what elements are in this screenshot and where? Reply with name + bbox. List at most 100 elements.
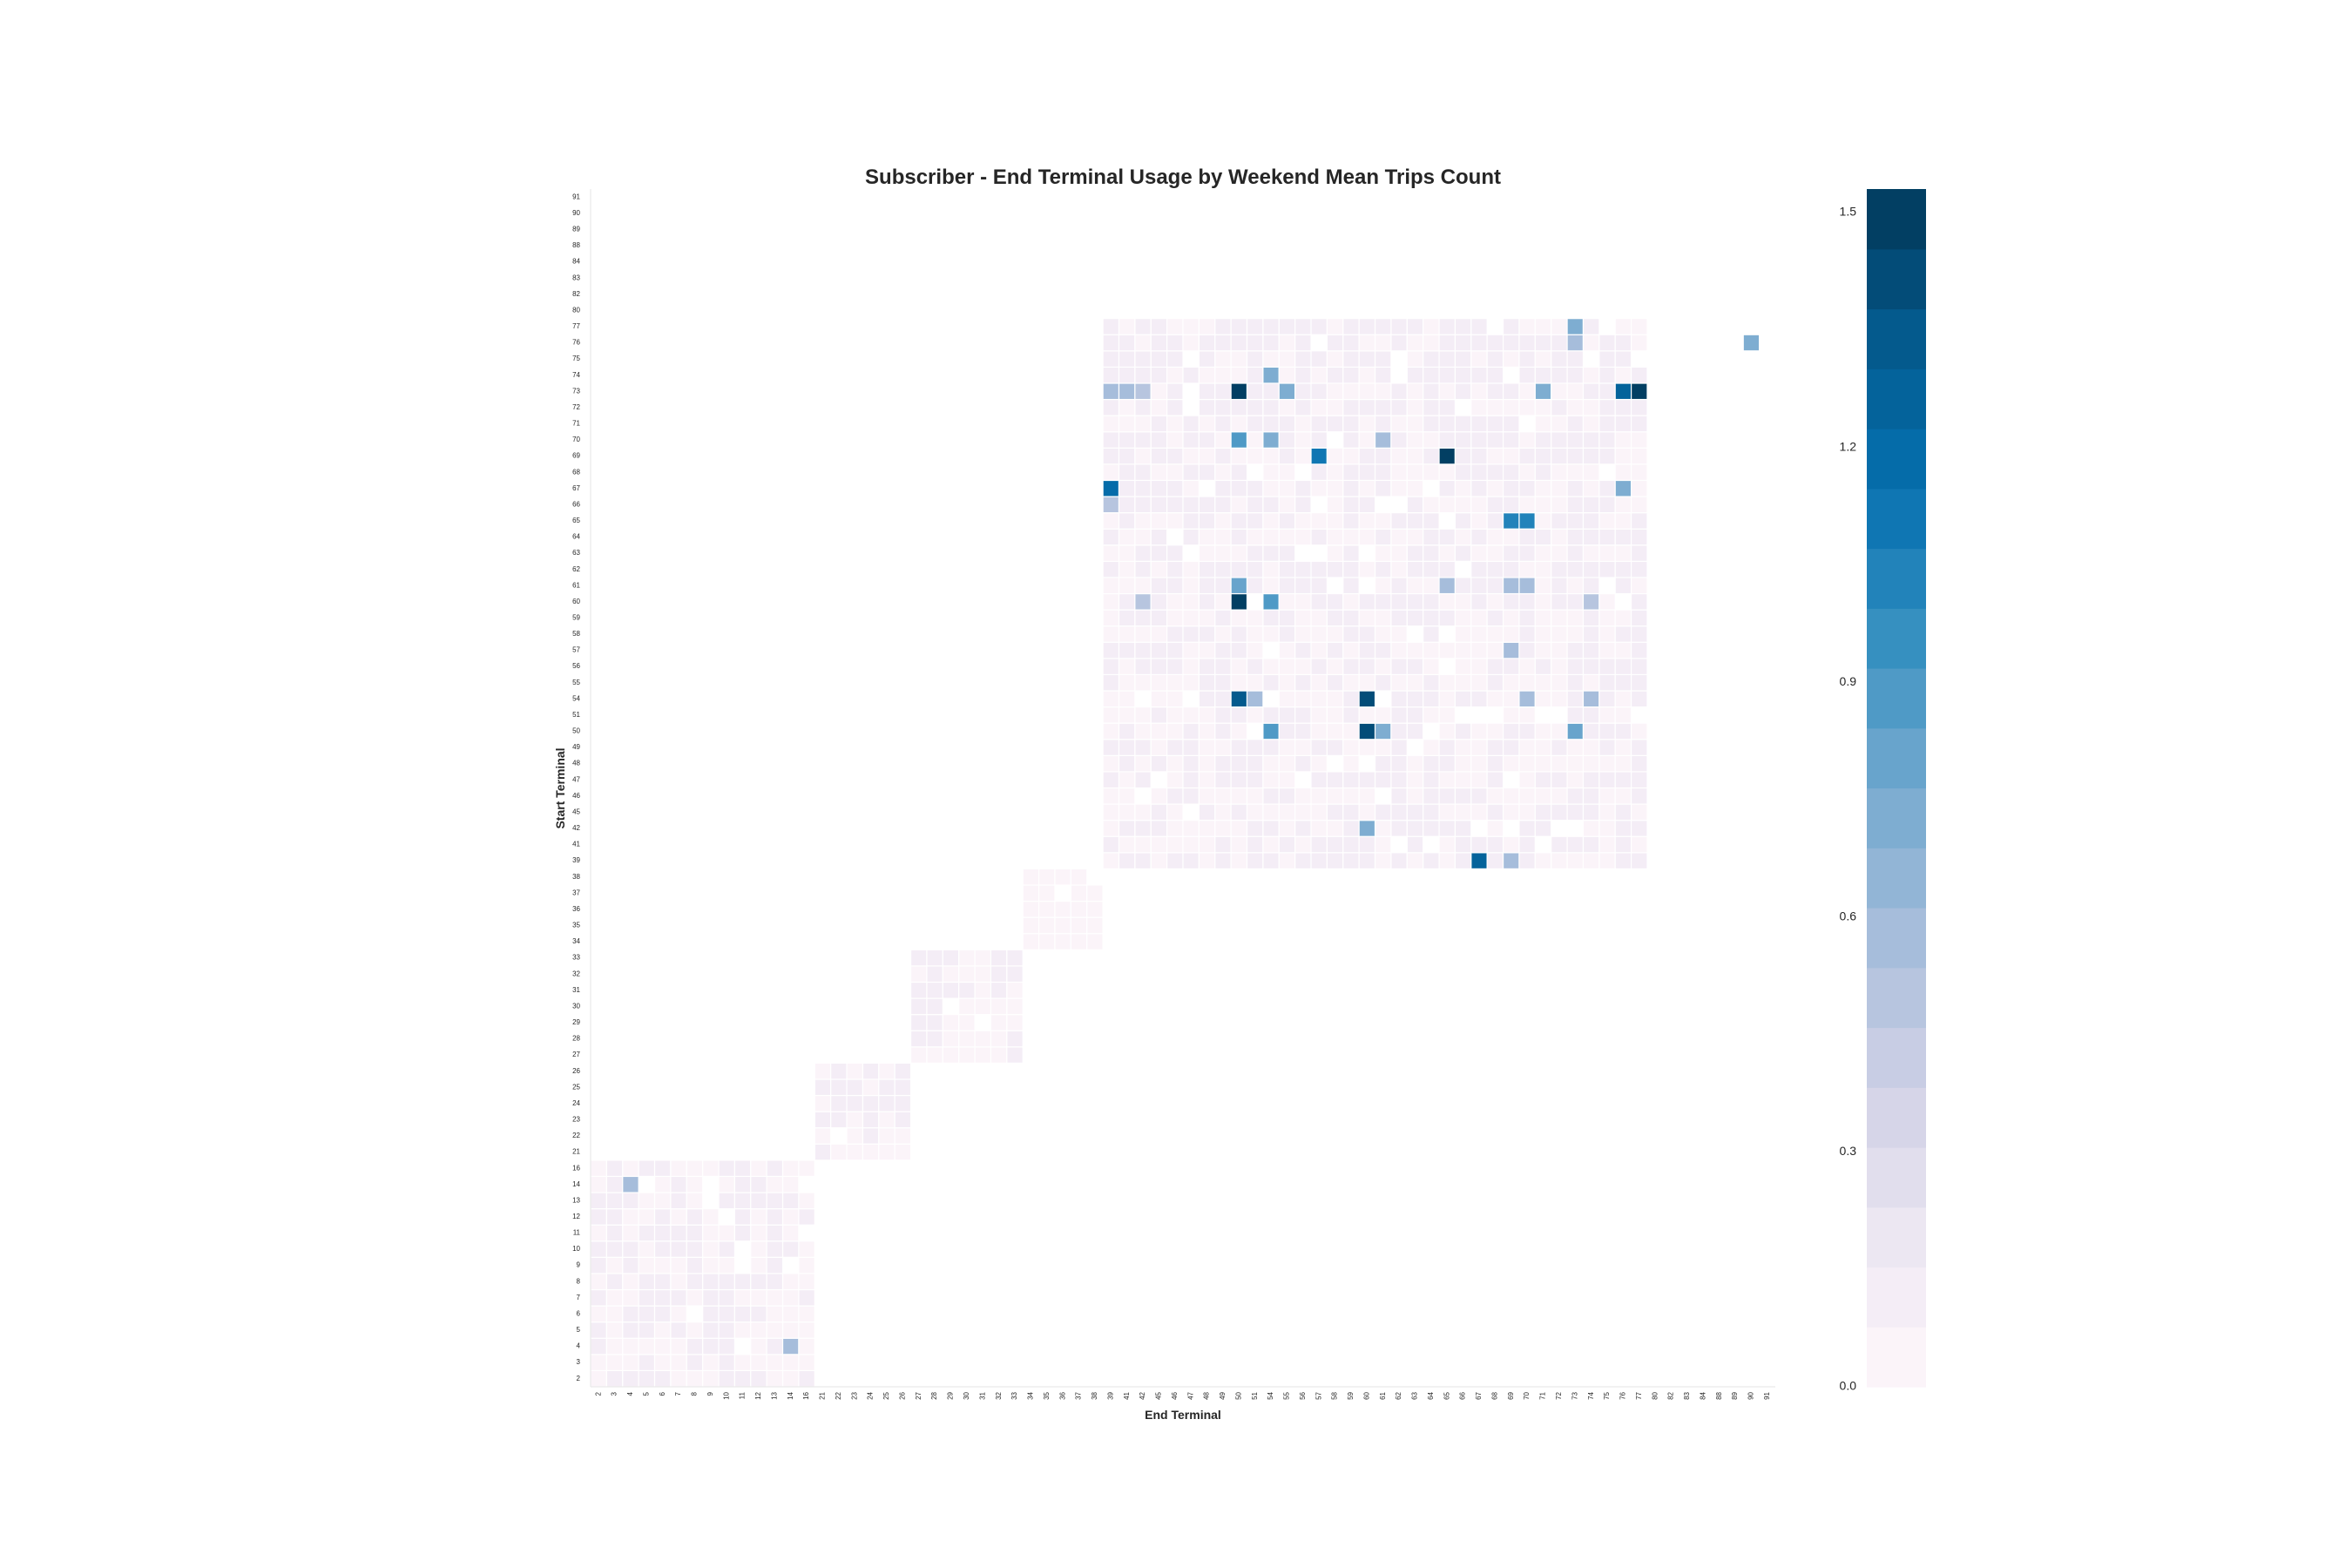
heatmap-cell [1551, 415, 1568, 433]
heatmap-cell [1582, 787, 1600, 805]
heatmap-cell [605, 1305, 624, 1323]
y-tick-label: 62 [572, 565, 580, 573]
heatmap-cell [1390, 318, 1408, 335]
x-tick-label: 65 [1443, 1391, 1450, 1399]
heatmap-cell [1198, 560, 1216, 578]
heatmap-cell [1102, 463, 1120, 482]
y-tick-label: 71 [572, 420, 580, 428]
heatmap-cell [1598, 366, 1616, 384]
heatmap-cell [1582, 366, 1600, 384]
heatmap-cell [1182, 852, 1200, 870]
heatmap-cell [670, 1256, 687, 1274]
heatmap-cell [686, 1159, 704, 1178]
y-tick-label: 24 [572, 1099, 580, 1107]
heatmap-cell [1518, 787, 1536, 805]
heatmap-cell [1551, 787, 1568, 805]
heatmap-cell [926, 1014, 943, 1031]
heatmap-cell [653, 1273, 672, 1291]
x-tick-label: 25 [882, 1391, 890, 1399]
heatmap-cell [1470, 852, 1488, 870]
heatmap-cell [1502, 592, 1520, 611]
heatmap-cell [686, 1354, 704, 1372]
y-tick-label: 64 [572, 533, 580, 541]
x-axis-label: End Terminal [1145, 1408, 1221, 1422]
heatmap-cell [1454, 447, 1472, 465]
heatmap-cell [1486, 544, 1504, 562]
heatmap-cell [1358, 835, 1376, 854]
heatmap-cell [1310, 479, 1328, 497]
colorbar-band [1867, 967, 1926, 1029]
heatmap-cell [1230, 334, 1248, 352]
heatmap-cell [1390, 690, 1408, 708]
heatmap-cell [1118, 625, 1136, 643]
heatmap-cell [1102, 366, 1120, 384]
heatmap-cell [1534, 512, 1552, 530]
heatmap-cell [798, 1256, 815, 1274]
heatmap-cell [1486, 479, 1504, 497]
heatmap-cell [1551, 318, 1568, 335]
heatmap-cell [862, 1111, 880, 1129]
heatmap-cell [1438, 673, 1456, 692]
heatmap-cell [1358, 690, 1376, 708]
heatmap-cell [1262, 852, 1280, 870]
heatmap-cell [1326, 496, 1344, 514]
heatmap-cell [1454, 673, 1472, 692]
y-tick-label: 84 [572, 258, 580, 266]
heatmap-cell [1470, 496, 1488, 514]
heatmap-cell [1358, 479, 1376, 497]
heatmap-cell [1342, 431, 1360, 449]
heatmap-cell [1118, 577, 1136, 595]
heatmap-cell [1134, 415, 1152, 433]
heatmap-cell [1310, 528, 1328, 546]
heatmap-cell [958, 997, 976, 1016]
colorbar-band [1867, 1206, 1926, 1268]
heatmap-cell [1166, 318, 1184, 335]
heatmap-cell [1374, 803, 1392, 821]
heatmap-cell [1566, 560, 1585, 578]
heatmap-cell [1006, 997, 1024, 1016]
heatmap-cell [622, 1288, 639, 1307]
heatmap-cell [1614, 528, 1632, 546]
heatmap-cell [1150, 415, 1168, 433]
heatmap-cell [1054, 916, 1071, 935]
heatmap-cell [1582, 318, 1600, 335]
x-tick-label: 82 [1667, 1391, 1675, 1399]
heatmap-cell [1214, 528, 1232, 546]
heatmap-cell [878, 1143, 896, 1161]
heatmap-cell [942, 1046, 960, 1064]
heatmap-cell [1262, 496, 1280, 514]
heatmap-cell [766, 1369, 784, 1388]
heatmap-cell [1214, 544, 1232, 562]
heatmap-cell [1551, 609, 1568, 627]
heatmap-cell [1423, 366, 1440, 384]
heatmap-cell [1166, 739, 1184, 756]
heatmap-cell [1278, 787, 1296, 805]
heatmap-cell [1502, 463, 1520, 482]
heatmap-cell [1166, 722, 1184, 740]
x-tick-label: 39 [1106, 1391, 1114, 1399]
heatmap-cell [1150, 658, 1168, 676]
heatmap-cell [1614, 318, 1632, 335]
heatmap-cell [1166, 334, 1184, 352]
heatmap-cell [1423, 577, 1440, 595]
heatmap-cell [926, 965, 943, 983]
heatmap-cell [1214, 835, 1232, 854]
heatmap-cell [1454, 787, 1472, 805]
heatmap-cell [1054, 900, 1071, 918]
heatmap-cell [1502, 609, 1520, 627]
heatmap-cell [942, 1014, 960, 1031]
heatmap-cell [1423, 415, 1440, 433]
heatmap-cell [1614, 382, 1632, 401]
heatmap-cell [1534, 318, 1552, 335]
heatmap-cell [1262, 609, 1280, 627]
heatmap-cell [1262, 739, 1280, 756]
heatmap-cell [1150, 754, 1168, 773]
y-tick-label: 6 [577, 1309, 581, 1317]
heatmap-cell [1358, 382, 1376, 401]
heatmap-cell [1374, 479, 1392, 497]
heatmap-cell [1582, 398, 1600, 416]
heatmap-cell [750, 1224, 767, 1242]
heatmap-cell [1502, 334, 1520, 352]
heatmap-cell [1486, 577, 1504, 595]
heatmap-cell [1358, 722, 1376, 740]
